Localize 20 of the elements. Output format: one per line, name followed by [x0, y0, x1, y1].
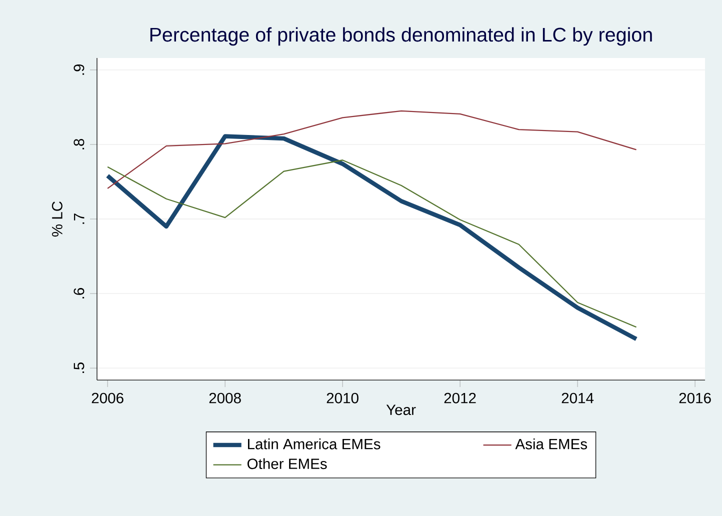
y-axis-title: % LC: [52, 201, 62, 237]
x-axis-title: Year: [386, 404, 416, 416]
x-tick-label: 2012: [444, 392, 476, 404]
x-tick-label: 2014: [562, 392, 594, 404]
x-tick-label: 2006: [92, 392, 124, 404]
x-tick-label: 2010: [326, 392, 358, 404]
y-tick-label: .9: [74, 64, 84, 75]
y-tick-label: .7: [74, 214, 84, 224]
line-series: [107, 110, 637, 190]
y-tick-label: .6: [74, 288, 84, 298]
x-tick-label: 2008: [209, 392, 241, 404]
legend-label: Latin America EMEs: [248, 438, 380, 450]
line-series: [107, 160, 637, 328]
y-tick-label: .5: [74, 362, 84, 373]
chart-title: Percentage of private bonds denominated in LC by region: [150, 27, 652, 46]
legend-label: Asia EMEs: [515, 438, 588, 450]
y-tick-label: .8: [74, 138, 84, 150]
x-tick-label: 2016: [679, 392, 711, 404]
line-series: [105, 134, 638, 342]
legend-label: Other EMEs: [247, 458, 327, 470]
